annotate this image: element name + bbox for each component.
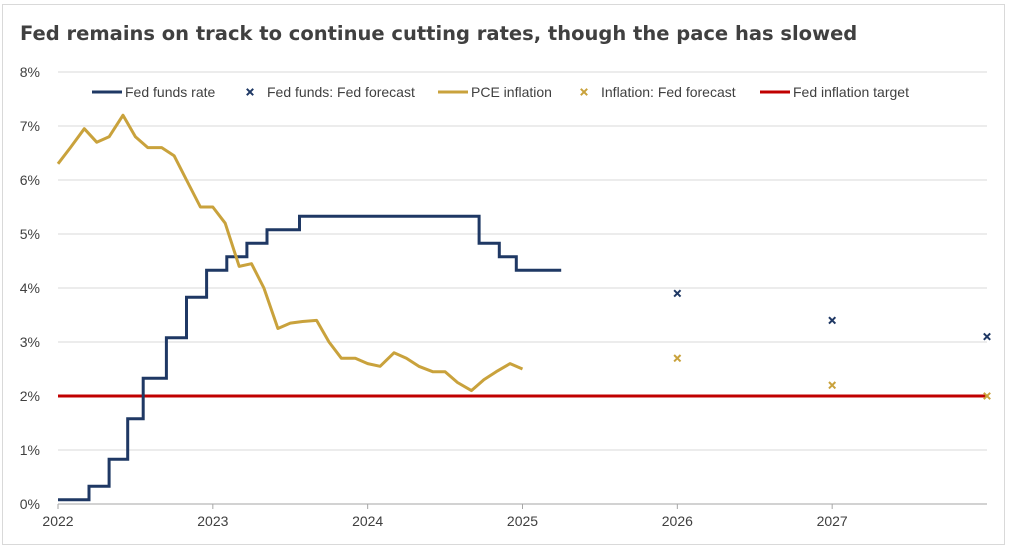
y-tick-label: 4%: [20, 280, 40, 296]
legend-label: Fed inflation target: [793, 84, 909, 100]
pce-inflation-line: [56, 113, 524, 393]
x-tick-label: 2023: [197, 513, 228, 529]
fed-funds-forecast-marker: [828, 316, 837, 325]
chart-frame: [2, 4, 1005, 545]
y-tick-label: 8%: [20, 64, 40, 80]
legend-label: PCE inflation: [471, 84, 552, 100]
legend: Fed funds rate Fed funds: Fed forecast PCE…: [92, 84, 909, 100]
y-tick-label: 6%: [20, 172, 40, 188]
chart-title: Fed remains on track to continue cutting…: [20, 22, 858, 45]
gridlines: [58, 71, 987, 505]
x-tick-label: 2026: [662, 513, 693, 529]
fed-funds-rate-line: [58, 214, 562, 502]
legend-marker: [580, 88, 588, 96]
legend-label: Fed funds rate: [125, 84, 215, 100]
x-tick-label: 2025: [507, 513, 538, 529]
y-axis-ticks: 0% 1% 2% 3% 4% 5% 6% 7% 8%: [20, 64, 40, 512]
x-tick-label: 2027: [817, 513, 848, 529]
x-tick-label: 2022: [42, 513, 73, 529]
fed-funds-forecast-marker: [983, 332, 991, 341]
legend-marker: [246, 88, 254, 96]
x-tick-label: 2024: [352, 513, 383, 529]
y-tick-label: 5%: [20, 226, 40, 242]
y-tick-label: 3%: [20, 334, 40, 350]
y-tick-label: 2%: [20, 388, 40, 404]
inflation-forecast-marker: [828, 381, 837, 390]
legend-label: Fed funds: Fed forecast: [267, 84, 415, 100]
inflation-forecast-marker: [673, 354, 682, 363]
x-axis-ticks: 2022 2023 2024 2025 2026 2027: [42, 504, 848, 529]
fed-funds-forecast-marker: [673, 289, 682, 298]
inflation-forecast-marker: [983, 392, 991, 400]
y-tick-label: 7%: [20, 118, 40, 134]
series-layer: [56, 113, 991, 502]
y-tick-label: 0%: [20, 496, 40, 512]
legend-label: Inflation: Fed forecast: [601, 84, 736, 100]
y-tick-label: 1%: [20, 442, 40, 458]
